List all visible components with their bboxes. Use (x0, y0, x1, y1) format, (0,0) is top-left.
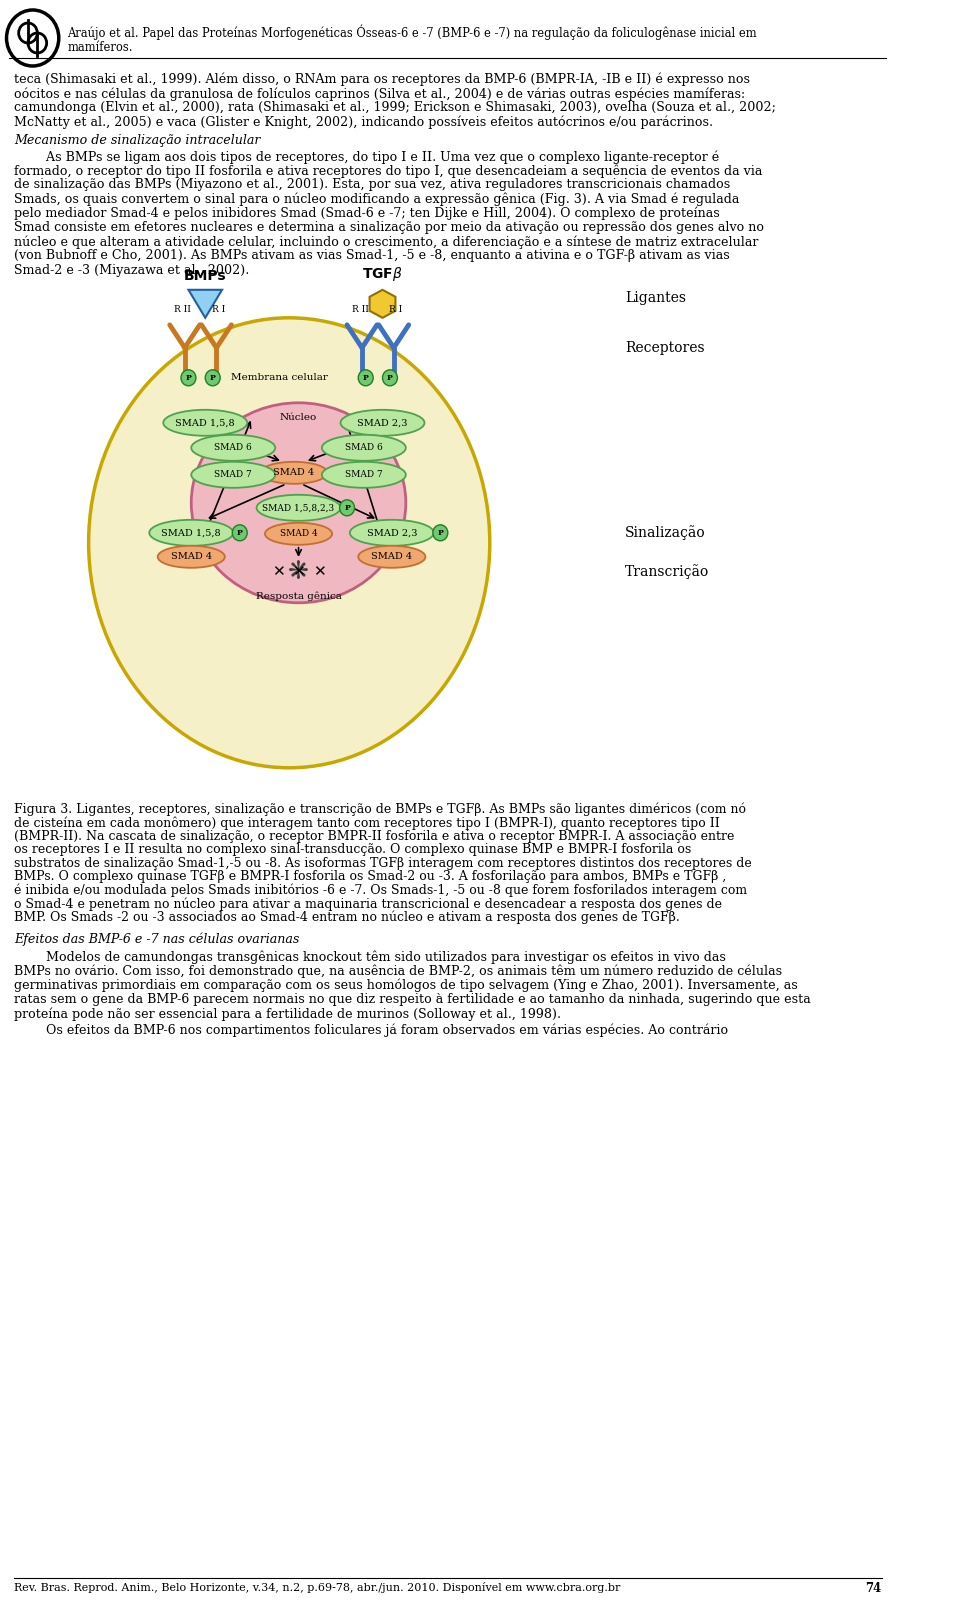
Ellipse shape (191, 435, 276, 461)
Text: Figura 3. Ligantes, receptores, sinalização e transcrição de BMPs e TGFβ. As BMP: Figura 3. Ligantes, receptores, sinaliza… (14, 803, 746, 816)
Text: SMAD 4: SMAD 4 (279, 529, 318, 538)
Text: Os efeitos da BMP-6 nos compartimentos foliculares já foram observados em várias: Os efeitos da BMP-6 nos compartimentos f… (14, 1024, 728, 1037)
Text: P: P (237, 529, 243, 537)
Text: SMAD 7: SMAD 7 (214, 471, 252, 479)
Text: teca (Shimasaki et al., 1999). Além disso, o RNAm para os receptores da BMP-6 (B: teca (Shimasaki et al., 1999). Além diss… (14, 73, 750, 87)
Text: germinativas primordiais em comparação com os seus homólogos de tipo selvagem (Y: germinativas primordiais em comparação c… (14, 978, 798, 993)
Text: Transcrição: Transcrição (625, 564, 709, 579)
Text: P: P (363, 374, 369, 382)
Circle shape (382, 369, 397, 385)
Ellipse shape (358, 546, 425, 567)
Text: SMAD 7: SMAD 7 (345, 471, 383, 479)
Text: R I: R I (212, 305, 225, 314)
Text: BMPs. O complexo quinase TGFβ e BMPR-I fosforila os Smad-2 ou -3. A fosforilação: BMPs. O complexo quinase TGFβ e BMPR-I f… (14, 870, 727, 883)
Text: Rev. Bras. Reprod. Anim., Belo Horizonte, v.34, n.2, p.69-78, abr./jun. 2010. Di: Rev. Bras. Reprod. Anim., Belo Horizonte… (14, 1581, 620, 1593)
Circle shape (358, 369, 373, 385)
Text: o Smad-4 e penetram no núcleo para ativar a maquinaria transcricional e desencad: o Smad-4 e penetram no núcleo para ativa… (14, 898, 722, 911)
Text: SMAD 2,3: SMAD 2,3 (357, 418, 408, 427)
Text: ✕: ✕ (272, 564, 284, 579)
Text: McNatty et al., 2005) e vaca (Glister e Knight, 2002), indicando possíveis efeit: McNatty et al., 2005) e vaca (Glister e … (14, 116, 713, 129)
Circle shape (232, 526, 248, 540)
Polygon shape (188, 290, 222, 318)
Ellipse shape (322, 435, 406, 461)
Text: ✕: ✕ (313, 564, 325, 579)
Text: BMPs: BMPs (184, 269, 227, 282)
Text: Receptores: Receptores (625, 340, 705, 355)
Text: Smads, os quais convertem o sinal para o núcleo modificando a expressão gênica (: Smads, os quais convertem o sinal para o… (14, 192, 739, 206)
Ellipse shape (260, 461, 327, 484)
Ellipse shape (265, 522, 332, 545)
Text: substratos de sinalização Smad-1,-5 ou -8. As isoformas TGFβ interagem com recep: substratos de sinalização Smad-1,-5 ou -… (14, 858, 752, 870)
Circle shape (340, 500, 354, 516)
Text: os receptores I e II resulta no complexo sinal-transducção. O complexo quinase B: os receptores I e II resulta no complexo… (14, 843, 691, 856)
Ellipse shape (163, 409, 248, 435)
Text: núcleo e que alteram a atividade celular, incluindo o crescimento, a diferenciaç: núcleo e que alteram a atividade celular… (14, 235, 758, 248)
Text: oócitos e nas células da granulosa de folículos caprinos (Silva et al., 2004) e : oócitos e nas células da granulosa de fo… (14, 87, 745, 100)
Text: de sinalização das BMPs (Miyazono et al., 2001). Esta, por sua vez, ativa regula: de sinalização das BMPs (Miyazono et al.… (14, 179, 731, 192)
Text: BMP. Os Smads -2 ou -3 associados ao Smad-4 entram no núcleo e ativam a resposta: BMP. Os Smads -2 ou -3 associados ao Sma… (14, 911, 680, 924)
Ellipse shape (157, 546, 225, 567)
Ellipse shape (191, 403, 406, 603)
Text: proteína pode não ser essencial para a fertilidade de murinos (Solloway et al., : proteína pode não ser essencial para a f… (14, 1008, 561, 1020)
Text: P: P (438, 529, 444, 537)
Text: TGF$\beta$: TGF$\beta$ (362, 264, 403, 282)
Text: SMAD 2,3: SMAD 2,3 (367, 529, 417, 537)
Text: P: P (387, 374, 393, 382)
Text: SMAD 4: SMAD 4 (372, 553, 413, 561)
Ellipse shape (341, 409, 424, 435)
Text: SMAD 1,5,8: SMAD 1,5,8 (161, 529, 221, 537)
Text: de cisteína em cada monômero) que interagem tanto com receptores tipo I (BMPR-I): de cisteína em cada monômero) que intera… (14, 816, 720, 830)
Text: P: P (210, 374, 216, 382)
Text: SMAD 4: SMAD 4 (274, 469, 315, 477)
Text: SMAD 1,5,8,2,3: SMAD 1,5,8,2,3 (262, 503, 335, 513)
Text: Sinalização: Sinalização (625, 526, 706, 540)
Text: R I: R I (389, 305, 402, 314)
Text: Resposta gênica: Resposta gênica (255, 592, 342, 601)
Text: ✕: ✕ (292, 564, 305, 579)
Text: ❋: ❋ (288, 559, 309, 584)
Text: é inibida e/ou modulada pelos Smads inibitórios -6 e -7. Os Smads-1, -5 ou -8 qu: é inibida e/ou modulada pelos Smads inib… (14, 883, 747, 898)
Text: camundonga (Elvin et al., 2000), rata (Shimasaki et al., 1999; Erickson e Shimas: camundonga (Elvin et al., 2000), rata (S… (14, 102, 776, 114)
Text: Modelos de camundongas transgênicas knockout têm sido utilizados para investigar: Modelos de camundongas transgênicas knoc… (14, 951, 726, 964)
Text: P: P (185, 374, 191, 382)
Circle shape (181, 369, 196, 385)
Circle shape (205, 369, 220, 385)
Text: formado, o receptor do tipo II fosforila e ativa receptores do tipo I, que desen: formado, o receptor do tipo II fosforila… (14, 164, 762, 177)
Text: SMAD 1,5,8: SMAD 1,5,8 (176, 418, 235, 427)
Text: mamíferos.: mamíferos. (67, 40, 132, 53)
Text: Núcleo: Núcleo (280, 413, 317, 422)
Ellipse shape (349, 519, 434, 546)
Circle shape (433, 526, 447, 540)
Text: Araújo et al. Papel das Proteínas Morfogenéticas Ósseas-6 e -7 (BMP-6 e -7) na r: Araújo et al. Papel das Proteínas Morfog… (67, 26, 756, 40)
Text: SMAD 6: SMAD 6 (345, 443, 383, 453)
Polygon shape (370, 290, 396, 318)
Text: (BMPR-II). Na cascata de sinalização, o receptor BMPR-II fosforila e ativa o rec: (BMPR-II). Na cascata de sinalização, o … (14, 830, 734, 843)
Text: Membrana celular: Membrana celular (231, 372, 328, 382)
Ellipse shape (191, 461, 276, 488)
Ellipse shape (149, 519, 233, 546)
Ellipse shape (88, 318, 490, 767)
Text: SMAD 6: SMAD 6 (214, 443, 252, 453)
Text: Smad-2 e -3 (Miyazawa et al., 2002).: Smad-2 e -3 (Miyazawa et al., 2002). (14, 264, 250, 277)
Text: Smad consiste em efetores nucleares e determina a sinalização por meio da ativaç: Smad consiste em efetores nucleares e de… (14, 221, 764, 234)
Ellipse shape (322, 461, 406, 488)
Ellipse shape (256, 495, 341, 521)
Text: pelo mediador Smad-4 e pelos inibidores Smad (Smad-6 e -7; ten Dijke e Hill, 200: pelo mediador Smad-4 e pelos inibidores … (14, 206, 720, 221)
Text: (von Bubnoff e Cho, 2001). As BMPs ativam as vias Smad-1, -5 e -8, enquanto a at: (von Bubnoff e Cho, 2001). As BMPs ativa… (14, 250, 730, 263)
Text: R II: R II (175, 305, 191, 314)
Text: 74: 74 (865, 1581, 881, 1594)
Text: Mecanismo de sinalização intracelular: Mecanismo de sinalização intracelular (14, 134, 260, 147)
Text: BMPs no ovário. Com isso, foi demonstrado que, na ausência de BMP-2, os animais : BMPs no ovário. Com isso, foi demonstrad… (14, 964, 782, 978)
Text: Ligantes: Ligantes (625, 290, 686, 305)
Text: Efeitos das BMP-6 e -7 nas células ovarianas: Efeitos das BMP-6 e -7 nas células ovari… (14, 932, 300, 946)
Text: R II: R II (351, 305, 369, 314)
Text: SMAD 4: SMAD 4 (171, 553, 212, 561)
Text: As BMPs se ligam aos dois tipos de receptores, do tipo I e II. Uma vez que o com: As BMPs se ligam aos dois tipos de recep… (14, 150, 719, 163)
Text: ratas sem o gene da BMP-6 parecem normais no que diz respeito à fertilidade e ao: ratas sem o gene da BMP-6 parecem normai… (14, 993, 811, 1006)
Text: P: P (344, 505, 350, 511)
